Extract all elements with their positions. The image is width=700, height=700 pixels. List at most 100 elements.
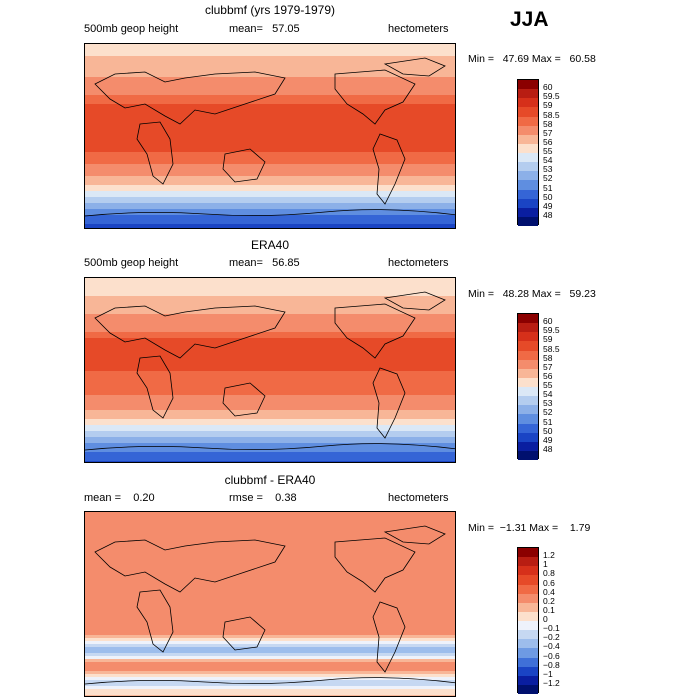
latitude-band (85, 551, 455, 555)
colorbar-swatch (518, 377, 538, 387)
colorbar-tick-label: 60 (543, 316, 553, 327)
latitude-band (85, 335, 455, 339)
colorbar-tick-label: 53 (543, 398, 553, 409)
latitude-band (85, 305, 455, 309)
latitude-band (85, 671, 455, 675)
latitude-band (85, 590, 455, 594)
coastline (222, 382, 266, 417)
colorbar-tick-label: 52 (543, 173, 553, 184)
latitude-band (85, 548, 455, 552)
colorbar-swatch (518, 134, 538, 144)
latitude-band (85, 110, 455, 114)
colorbar-swatch (518, 648, 538, 658)
latitude-band (85, 149, 455, 153)
colorbar-swatch (518, 414, 538, 424)
latitude-band (85, 404, 455, 408)
colorbar-tick-label: 55 (543, 380, 553, 390)
colorbar-swatch (518, 611, 538, 621)
colorbar-tick-label: 53 (543, 164, 553, 175)
latitude-band (85, 68, 455, 72)
latitude-band (85, 650, 455, 654)
latitude-band (85, 164, 455, 168)
latitude-band (85, 620, 455, 624)
latitude-band (85, 224, 455, 228)
latitude-band (85, 89, 455, 93)
latitude-band (85, 311, 455, 315)
colorbar-tick-label: −0.1 (543, 623, 560, 634)
latitude-band (85, 293, 455, 297)
latitude-band (85, 344, 455, 348)
latitude-band (85, 668, 455, 672)
latitude-band (85, 392, 455, 396)
colorbar-tick-label: −1 (543, 668, 553, 679)
colorbar-swatch (518, 350, 538, 360)
latitude-band (85, 614, 455, 618)
colorbar-tick-label: −0.6 (543, 650, 560, 661)
latitude-band (85, 626, 455, 630)
latitude-band (85, 674, 455, 678)
latitude-band (85, 173, 455, 177)
latitude-band (85, 53, 455, 57)
latitude-band (85, 692, 455, 696)
latitude-band (85, 566, 455, 570)
colorbar-swatch (518, 584, 538, 594)
latitude-band (85, 74, 455, 78)
panel-1-title: clubbmf (yrs 1979-1979) (204, 3, 336, 17)
colorbar-swatch (518, 657, 538, 667)
latitude-band (85, 581, 455, 585)
latitude-band (85, 302, 455, 306)
colorbar-tick-label: 59.5 (543, 325, 560, 336)
colorbar-tick-label: 59.5 (543, 91, 560, 102)
colorbar-tick-label: 59 (543, 334, 553, 345)
latitude-band (85, 281, 455, 285)
latitude-band (85, 536, 455, 540)
latitude-band (85, 146, 455, 150)
latitude-band (85, 170, 455, 174)
latitude-band (85, 437, 455, 441)
latitude-band (85, 452, 455, 456)
latitude-band (85, 374, 455, 378)
colorbar-swatch (518, 125, 538, 135)
panel-1-units: hectometers (388, 23, 449, 35)
latitude-band (85, 314, 455, 318)
panel-3-units: hectometers (388, 492, 449, 504)
latitude-band (85, 209, 455, 213)
latitude-band (85, 512, 455, 516)
panel-1-minmax: Min = 47.69 Max = 60.58 (468, 53, 596, 65)
colorbar-tick-label: 58 (543, 352, 553, 363)
colorbar-tick-label: 51 (543, 182, 553, 193)
panel-1-contour-field (85, 44, 455, 228)
colorbar-swatch (518, 405, 538, 415)
latitude-band (85, 128, 455, 132)
latitude-band (85, 533, 455, 537)
latitude-band (85, 365, 455, 369)
latitude-band (85, 119, 455, 123)
panel-3-mean: mean = 0.20 (84, 492, 155, 504)
colorbar-tick-label: 49 (543, 200, 553, 211)
latitude-band (85, 167, 455, 171)
colorbar-swatch (518, 180, 538, 190)
colorbar-swatch (518, 684, 538, 694)
colorbar-tick-label: 50 (543, 425, 553, 436)
latitude-band (85, 140, 455, 144)
latitude-band (85, 659, 455, 663)
panel-2-map (84, 277, 456, 463)
coastline (372, 367, 406, 439)
panel-2-units: hectometers (388, 257, 449, 269)
latitude-band (85, 290, 455, 294)
latitude-band (85, 458, 455, 462)
latitude-band (85, 578, 455, 582)
latitude-band (85, 662, 455, 666)
colorbar-swatch (518, 314, 538, 324)
coastline (94, 71, 286, 125)
latitude-band (85, 596, 455, 600)
colorbar-tick-label: 48 (543, 209, 553, 220)
coastline (383, 291, 446, 311)
latitude-band (85, 422, 455, 426)
latitude-band (85, 182, 455, 186)
latitude-band (85, 326, 455, 330)
latitude-band (85, 515, 455, 519)
latitude-band (85, 518, 455, 522)
latitude-band (85, 227, 455, 228)
coastline (222, 616, 266, 651)
